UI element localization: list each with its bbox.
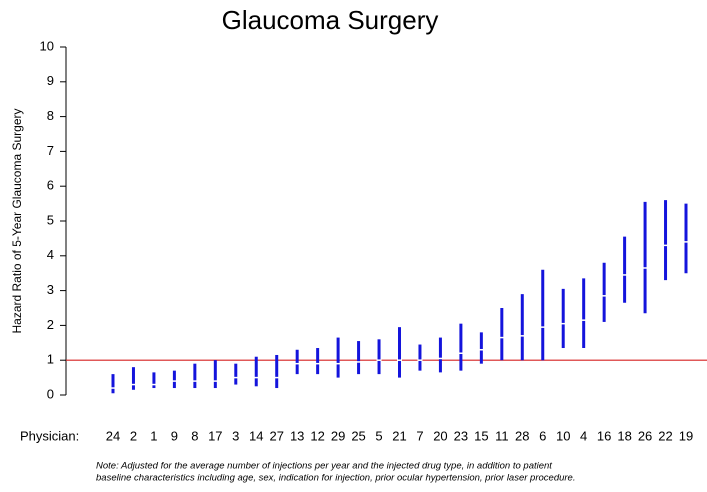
x-tick-label: 4 xyxy=(580,428,587,443)
x-tick-label: 29 xyxy=(331,428,345,443)
x-tick-label: 11 xyxy=(495,428,509,443)
x-tick-label: 19 xyxy=(679,428,693,443)
x-tick-label: 20 xyxy=(433,428,447,443)
x-tick-label: 18 xyxy=(617,428,631,443)
x-tick-label: 5 xyxy=(375,428,382,443)
y-tick-label: 9 xyxy=(47,73,54,88)
x-tick-label: 24 xyxy=(106,428,120,443)
x-tick-label: 7 xyxy=(416,428,423,443)
note: baseline characteristics including age, … xyxy=(96,473,575,484)
chart-title: Glaucoma Surgery xyxy=(222,5,439,35)
x-tick-label: 10 xyxy=(556,428,570,443)
x-tick-label: 16 xyxy=(597,428,611,443)
x-tick-label: 9 xyxy=(171,428,178,443)
y-tick-label: 0 xyxy=(47,386,54,401)
x-tick-label: 26 xyxy=(638,428,652,443)
note: Note: Adjusted for the average number of… xyxy=(96,461,552,472)
y-axis-label: Hazard Ratio of 5-Year Glaucoma Surgery xyxy=(10,109,24,334)
x-tick-label: 21 xyxy=(392,428,406,443)
x-tick-label: 25 xyxy=(351,428,365,443)
x-tick-label: 13 xyxy=(290,428,304,443)
y-tick-label: 5 xyxy=(47,212,54,227)
y-tick-label: 2 xyxy=(47,317,54,332)
x-tick-label: 14 xyxy=(249,428,263,443)
x-tick-label: 1 xyxy=(150,428,157,443)
x-tick-label: 27 xyxy=(269,428,283,443)
x-axis-label: Physician: xyxy=(20,428,79,443)
y-tick-label: 6 xyxy=(47,178,54,193)
x-tick-label: 2 xyxy=(130,428,137,443)
x-tick-label: 3 xyxy=(232,428,239,443)
x-tick-label: 12 xyxy=(310,428,324,443)
x-tick-label: 17 xyxy=(208,428,222,443)
y-tick-label: 7 xyxy=(47,143,54,158)
y-tick-label: 10 xyxy=(40,38,54,53)
y-tick-label: 3 xyxy=(47,282,54,297)
x-tick-label: 6 xyxy=(539,428,546,443)
x-tick-label: 8 xyxy=(191,428,198,443)
y-tick-label: 4 xyxy=(47,247,54,262)
y-tick-label: 1 xyxy=(47,352,54,367)
y-tick-label: 8 xyxy=(47,108,54,123)
x-tick-label: 28 xyxy=(515,428,529,443)
x-tick-label: 23 xyxy=(454,428,468,443)
x-tick-label: 15 xyxy=(474,428,488,443)
x-tick-label: 22 xyxy=(658,428,672,443)
